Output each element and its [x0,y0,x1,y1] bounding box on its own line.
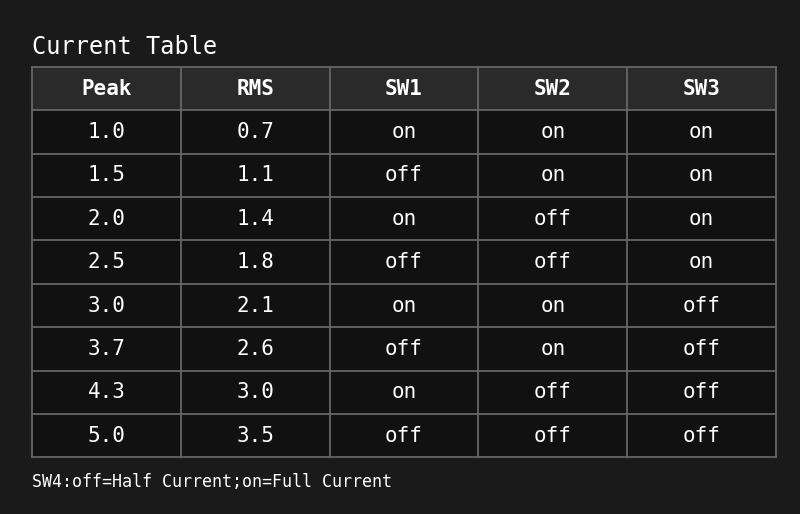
Text: off: off [682,296,721,316]
Text: on: on [540,122,566,142]
Text: 3.0: 3.0 [236,382,274,402]
Text: 3.7: 3.7 [87,339,126,359]
Text: on: on [540,296,566,316]
Text: off: off [534,252,572,272]
Text: on: on [689,209,714,229]
Text: on: on [540,339,566,359]
Text: off: off [385,166,423,186]
Bar [32,154,776,197]
Text: off: off [385,339,423,359]
Text: 1.0: 1.0 [87,122,126,142]
Text: on: on [391,209,417,229]
Bar [32,110,776,154]
Text: off: off [534,426,572,446]
Bar [32,371,776,414]
Text: RMS: RMS [236,79,274,99]
Text: 2.5: 2.5 [87,252,126,272]
Bar [32,67,776,110]
Text: on: on [689,166,714,186]
Text: off: off [682,426,721,446]
Text: 2.0: 2.0 [87,209,126,229]
Text: on: on [391,122,417,142]
Text: 1.5: 1.5 [87,166,126,186]
Text: off: off [682,382,721,402]
Bar [32,284,776,327]
Text: on: on [391,296,417,316]
Text: on: on [689,122,714,142]
Bar [32,414,776,457]
Text: off: off [385,252,423,272]
Text: off: off [534,209,572,229]
Bar [32,327,776,371]
Text: SW3: SW3 [682,79,721,99]
Text: 1.4: 1.4 [236,209,274,229]
Text: off: off [385,426,423,446]
Text: 3.0: 3.0 [87,296,126,316]
Text: SW4:off=Half Current;on=Full Current: SW4:off=Half Current;on=Full Current [32,473,392,491]
Bar [32,241,776,284]
Text: off: off [682,339,721,359]
Text: 1.1: 1.1 [236,166,274,186]
Bar [32,197,776,241]
Text: on: on [391,382,417,402]
Text: 3.5: 3.5 [236,426,274,446]
Text: 2.1: 2.1 [236,296,274,316]
Text: off: off [534,382,572,402]
Text: SW2: SW2 [534,79,572,99]
Text: on: on [540,166,566,186]
Text: 5.0: 5.0 [87,426,126,446]
Text: Peak: Peak [81,79,132,99]
Text: 2.6: 2.6 [236,339,274,359]
Text: 4.3: 4.3 [87,382,126,402]
Text: SW1: SW1 [385,79,423,99]
Text: on: on [689,252,714,272]
Text: 1.8: 1.8 [236,252,274,272]
Text: 0.7: 0.7 [236,122,274,142]
Text: Current Table: Current Table [32,35,218,59]
